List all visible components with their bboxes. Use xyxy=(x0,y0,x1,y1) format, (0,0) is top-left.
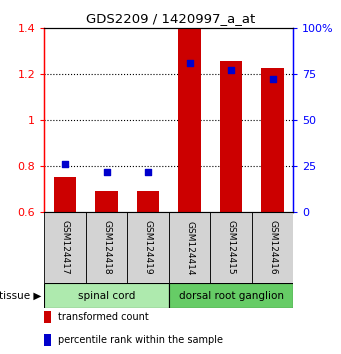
Bar xyxy=(210,212,252,283)
Text: GSM124418: GSM124418 xyxy=(102,221,111,275)
Bar xyxy=(95,191,118,212)
Bar xyxy=(44,212,86,283)
Point xyxy=(145,169,151,175)
Bar xyxy=(252,212,293,283)
Text: GSM124417: GSM124417 xyxy=(61,221,70,275)
Text: percentile rank within the sample: percentile rank within the sample xyxy=(58,335,223,345)
Bar xyxy=(86,212,127,283)
Text: spinal cord: spinal cord xyxy=(78,291,135,301)
Bar xyxy=(54,177,76,212)
Text: transformed count: transformed count xyxy=(58,312,149,322)
Bar xyxy=(44,283,169,308)
Point xyxy=(62,161,68,166)
Bar xyxy=(169,212,210,283)
Bar xyxy=(169,283,293,308)
Text: dorsal root ganglion: dorsal root ganglion xyxy=(179,291,283,301)
Bar xyxy=(178,28,201,212)
Point xyxy=(228,67,234,73)
Text: GDS2209 / 1420997_a_at: GDS2209 / 1420997_a_at xyxy=(86,12,255,25)
Point xyxy=(104,169,109,175)
Point xyxy=(187,61,192,66)
Text: GSM124414: GSM124414 xyxy=(185,221,194,275)
Bar xyxy=(137,191,160,212)
Text: GSM124419: GSM124419 xyxy=(144,221,152,275)
Bar xyxy=(44,334,51,346)
Bar xyxy=(261,68,284,212)
Bar xyxy=(44,312,51,323)
Text: GSM124416: GSM124416 xyxy=(268,221,277,275)
Text: tissue ▶: tissue ▶ xyxy=(0,291,41,301)
Point xyxy=(270,76,275,82)
Bar xyxy=(127,212,169,283)
Text: GSM124415: GSM124415 xyxy=(226,221,236,275)
Bar xyxy=(220,61,242,212)
